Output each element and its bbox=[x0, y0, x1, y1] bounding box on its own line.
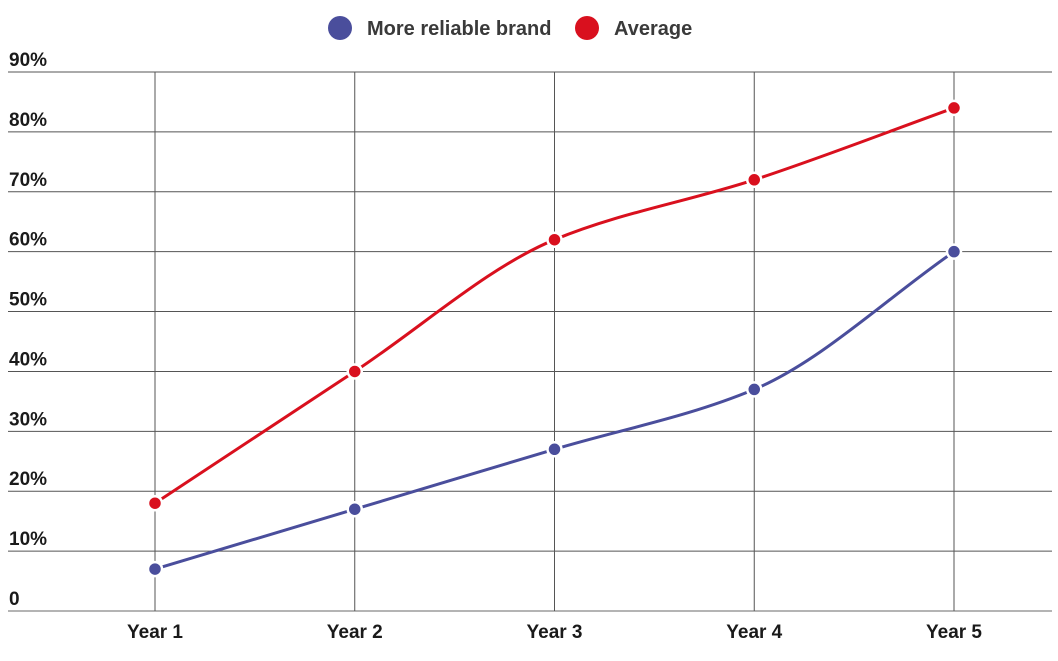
y-tick-label-0: 0 bbox=[9, 589, 20, 610]
legend-label-average: Average bbox=[614, 18, 692, 40]
x-axis-labels: Year 1 Year 2 Year 3 Year 4 Year 5 bbox=[127, 622, 982, 643]
y-tick-label-10: 10% bbox=[9, 529, 47, 550]
y-tick-label-50: 50% bbox=[9, 290, 47, 311]
data-point-more-reliable-brand-year-3 bbox=[546, 441, 563, 458]
y-tick-label-60: 60% bbox=[9, 230, 47, 251]
y-axis-labels: 0 10% 20% 30% 40% 50% 60% 70% 80% 90% bbox=[9, 50, 47, 610]
grid bbox=[8, 71, 1052, 612]
data-point-average-year-2 bbox=[346, 363, 363, 380]
data-points bbox=[146, 99, 963, 578]
y-tick-label-80: 80% bbox=[9, 110, 47, 131]
y-tick-label-40: 40% bbox=[9, 349, 47, 370]
x-tick-label-4: Year 4 bbox=[726, 622, 782, 643]
x-tick-label-3: Year 3 bbox=[527, 622, 583, 643]
legend-label-more-reliable-brand: More reliable brand bbox=[367, 18, 552, 40]
x-tick-label-5: Year 5 bbox=[926, 622, 982, 643]
y-tick-label-70: 70% bbox=[9, 170, 47, 191]
data-point-more-reliable-brand-year-2 bbox=[346, 500, 363, 518]
x-tick-label-1: Year 1 bbox=[127, 622, 183, 643]
legend-marker-more-reliable-brand bbox=[328, 16, 352, 40]
y-tick-label-30: 30% bbox=[9, 409, 47, 430]
y-tick-label-20: 20% bbox=[9, 469, 47, 490]
data-point-more-reliable-brand-year-1 bbox=[146, 560, 164, 578]
legend: More reliable brand Average bbox=[328, 16, 692, 40]
data-point-average-year-4 bbox=[746, 171, 763, 189]
y-tick-label-90: 90% bbox=[9, 50, 47, 71]
data-point-average-year-1 bbox=[146, 494, 164, 512]
data-point-more-reliable-brand-year-4 bbox=[746, 381, 763, 398]
data-point-more-reliable-brand-year-5 bbox=[945, 243, 963, 260]
x-tick-label-2: Year 2 bbox=[327, 622, 383, 643]
legend-marker-average bbox=[575, 16, 599, 40]
data-point-average-year-5 bbox=[945, 99, 963, 117]
data-point-average-year-3 bbox=[546, 231, 563, 248]
